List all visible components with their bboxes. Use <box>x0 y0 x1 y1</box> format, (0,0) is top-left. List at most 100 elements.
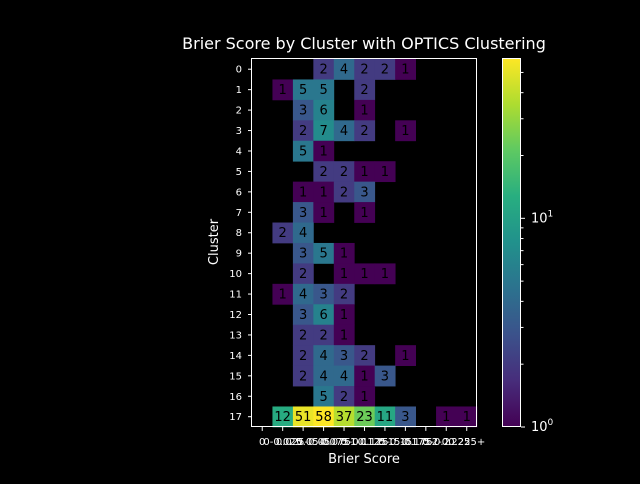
heatmap-cell <box>292 79 314 101</box>
heatmap-cell <box>313 140 335 162</box>
cell-value-label: 2 <box>299 328 307 343</box>
cell-value-label: 2 <box>279 226 287 241</box>
heatmap-cell <box>436 406 457 428</box>
heatmap-cell <box>313 304 335 326</box>
heatmap-cell <box>292 140 314 162</box>
heatmap-cell <box>333 242 355 264</box>
heatmap-cell <box>354 406 376 428</box>
heatmap-cell <box>272 406 294 428</box>
x-tick-label: 0.175-0.2 <box>402 437 450 448</box>
cell-value-label: 1 <box>381 165 389 180</box>
cell-value-label: 4 <box>299 226 307 241</box>
x-tick-label: 0.025-0.05 <box>276 437 331 448</box>
cell-value-label: 1 <box>360 165 368 180</box>
heatmap-cell <box>395 406 416 428</box>
cell-value-label: 1 <box>319 185 327 200</box>
x-tick-label: 0 <box>259 437 265 448</box>
heatmap-cell <box>313 181 335 203</box>
cell-value-label: 51 <box>295 410 312 425</box>
heatmap-cell <box>333 406 355 428</box>
cell-value-label: 2 <box>360 349 368 364</box>
heatmap-cell <box>333 324 355 346</box>
cell-value-label: 2 <box>299 369 307 384</box>
y-tick-label: 12 <box>229 310 242 321</box>
cell-value-label: 37 <box>336 410 353 425</box>
y-tick-label: 7 <box>236 208 242 219</box>
heatmap-cell <box>313 324 335 346</box>
cell-value-label: 4 <box>319 369 327 384</box>
y-tick-label: 14 <box>229 351 242 362</box>
cell-value-label: 2 <box>319 63 327 78</box>
x-axis-label: Brier Score <box>328 452 400 467</box>
x-tick-label: 0-0.025 <box>263 437 302 448</box>
heatmap-cell <box>313 365 335 387</box>
heatmap-cell <box>333 120 355 142</box>
cell-value-label: 1 <box>279 83 287 98</box>
heatmap-cell <box>374 263 396 285</box>
cell-value-label: 1 <box>360 390 368 405</box>
cell-value-label: 2 <box>340 288 348 303</box>
heatmap-cell <box>272 79 294 101</box>
heatmap-cell <box>292 406 314 428</box>
heatmap-cell <box>313 283 335 305</box>
heatmap-cell <box>374 365 396 387</box>
heatmap-cell <box>333 386 355 407</box>
heatmap-cell <box>333 59 355 80</box>
y-tick-label: 6 <box>236 187 242 198</box>
heatmap-cell <box>292 120 314 142</box>
cell-value-label: 1 <box>340 267 348 282</box>
cell-value-label: 5 <box>299 144 307 159</box>
cell-value-label: 1 <box>463 410 471 425</box>
heatmap-cell <box>354 99 376 121</box>
cell-value-label: 3 <box>299 206 307 221</box>
heatmap-cell <box>313 99 335 121</box>
heatmap-cell <box>354 365 376 387</box>
cell-value-label: 6 <box>319 308 327 323</box>
heatmap-cell <box>395 345 416 366</box>
heatmap-cell <box>354 181 376 203</box>
cell-value-label: 58 <box>315 410 332 425</box>
plot-frame <box>251 58 477 427</box>
cell-value-label: 2 <box>319 165 327 180</box>
cell-value-label: 1 <box>340 247 348 262</box>
cell-value-label: 23 <box>356 410 373 425</box>
cell-value-label: 1 <box>401 124 409 139</box>
chart-title: Brier Score by Cluster with OPTICS Clust… <box>182 34 546 53</box>
cell-value-label: 2 <box>360 83 368 98</box>
heatmap-cell <box>272 283 294 305</box>
heatmap-cell <box>354 263 376 285</box>
y-tick-label: 9 <box>236 249 242 260</box>
cell-value-label: 4 <box>319 349 327 364</box>
heatmap-cell <box>395 59 416 80</box>
heatmap-cell <box>333 345 355 366</box>
cell-value-label: 2 <box>360 124 368 139</box>
y-tick-label: 13 <box>229 330 242 341</box>
cell-value-label: 3 <box>381 369 389 384</box>
cell-value-label: 1 <box>401 63 409 78</box>
heatmap-cell <box>292 345 314 366</box>
heatmap-cell <box>456 406 478 428</box>
y-tick-label: 16 <box>229 392 242 403</box>
y-tick-label: 11 <box>229 290 242 301</box>
cell-value-label: 1 <box>279 288 287 303</box>
heatmap-cell <box>374 161 396 183</box>
cell-value-label: 1 <box>360 267 368 282</box>
heatmap-cell <box>292 242 314 264</box>
heatmap-cell <box>333 365 355 387</box>
cell-value-label: 4 <box>340 124 348 139</box>
y-tick-label: 4 <box>236 146 242 157</box>
y-tick-label: 10 <box>229 269 242 280</box>
cell-value-label: 1 <box>360 369 368 384</box>
heatmap-cell <box>313 406 335 428</box>
heatmap-cell <box>374 406 396 428</box>
x-tick-label: 0.225+ <box>448 437 485 448</box>
cell-value-label: 5 <box>299 83 307 98</box>
cell-value-label: 12 <box>274 410 291 425</box>
heatmap-cell <box>292 324 314 346</box>
heatmap-cell <box>333 283 355 305</box>
heatmap-cell <box>313 161 335 183</box>
colorbar <box>502 58 521 427</box>
heatmap-cell <box>313 59 335 80</box>
colorbar-ticks: 100 101 <box>521 71 554 435</box>
